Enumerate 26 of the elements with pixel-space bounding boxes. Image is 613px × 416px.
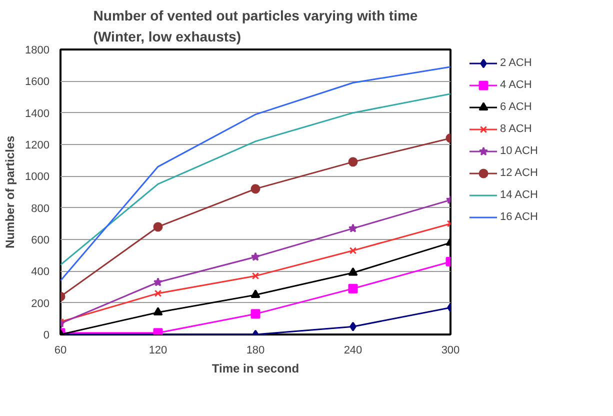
y-tick-label: 1200 — [25, 140, 50, 152]
x-tick-label: 180 — [246, 344, 265, 356]
x-tick-label: 120 — [148, 344, 168, 356]
x-tick-label: 60 — [54, 344, 67, 356]
x-tick-label: 300 — [441, 344, 460, 356]
legend-label: 4 ACH — [500, 79, 532, 91]
chart-title: Number of vented out particles varying with time (Winter, low exhausts) — [93, 8, 418, 44]
legend-label: 16 ACH — [500, 211, 538, 223]
y-axis-title: Number of particles — [3, 135, 18, 248]
legend-label: 2 ACH — [500, 57, 532, 69]
legend-label: 8 ACH — [500, 123, 532, 135]
legend-label: 10 ACH — [500, 145, 538, 157]
y-tick-label: 1000 — [25, 171, 50, 184]
y-tick-label: 400 — [31, 266, 50, 278]
y-tick-label: 0 — [43, 330, 50, 342]
y-tick-label: 1800 — [25, 44, 50, 56]
y-tick-label: 1400 — [25, 108, 50, 120]
legend-label: 6 ACH — [500, 101, 532, 113]
y-tick-label: 800 — [31, 202, 50, 215]
y-tick-label: 200 — [31, 298, 50, 310]
y-tick-label: 1600 — [25, 76, 50, 88]
legend-label: 12 ACH — [500, 167, 538, 179]
x-axis-title: Time in second — [212, 362, 300, 376]
x-tick-label: 240 — [344, 344, 362, 356]
legend-label: 14 ACH — [500, 189, 538, 201]
y-tick-label: 600 — [31, 234, 50, 246]
